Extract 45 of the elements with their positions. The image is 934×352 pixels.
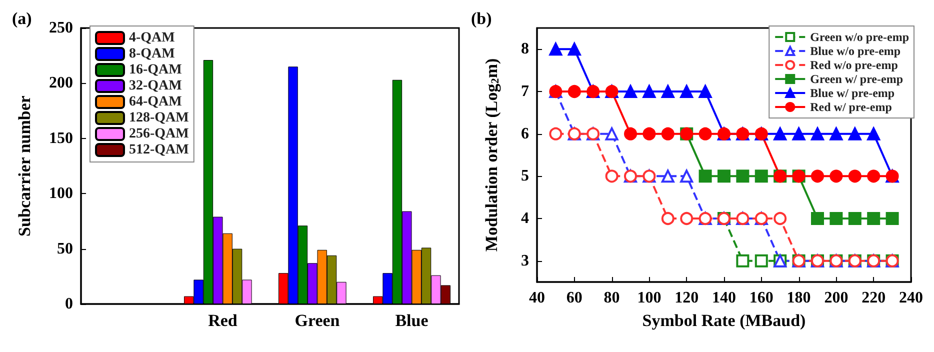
text: (a) (12, 9, 32, 28)
y-tick-label: 200 (49, 74, 73, 92)
legend-label: 8-QAM (129, 46, 175, 62)
x-tick-label: 160 (749, 290, 774, 306)
x-tick-label: 220 (862, 290, 886, 306)
x-tick-label: Blue (395, 311, 429, 330)
y-tick-label: 50 (57, 240, 73, 258)
legend-label: Red w/ pre-emp (810, 100, 892, 114)
legend-label: 256-QAM (129, 126, 189, 142)
y-axis-title: Subcarrier number (15, 95, 34, 236)
y-tick-label: 7 (521, 83, 529, 100)
legend-label: Blue w/ pre-emp (810, 86, 895, 100)
y-axis-title: Modulation order (Log2m) (482, 58, 502, 252)
x-tick-label: Red (208, 311, 238, 330)
x-tick-label: Green (294, 311, 340, 330)
y-tick-label: 4 (521, 210, 529, 227)
legend-label: 512-QAM (129, 142, 189, 158)
legend-label: 16-QAM (129, 62, 182, 78)
legend-label: 4-QAM (129, 30, 175, 46)
legend-label: Green w/ pre-emp (810, 72, 904, 86)
legend-label: 64-QAM (129, 94, 182, 110)
x-tick-label: 120 (674, 290, 699, 306)
legend-label: Red w/o pre-emp (810, 58, 898, 72)
y-tick-label: 3 (521, 252, 529, 270)
legend-label: Green w/o pre-emp (810, 30, 910, 44)
x-tick-label: 80 (604, 290, 620, 306)
x-tick-label: 60 (566, 290, 582, 306)
legend-label: 32-QAM (129, 78, 182, 94)
y-tick-label: 5 (521, 168, 529, 185)
x-tick-label: 200 (824, 290, 848, 306)
text: (b) (471, 9, 492, 28)
y-tick-label: 100 (49, 185, 73, 202)
x-tick-label: 240 (899, 290, 923, 306)
x-tick-label: 140 (712, 290, 736, 306)
legend-label: 128-QAM (129, 110, 189, 126)
x-tick-label: 100 (637, 290, 662, 306)
y-tick-label: 0 (65, 296, 73, 312)
legend-label: Blue w/o pre-emp (810, 44, 901, 58)
y-tick-label: 8 (521, 40, 529, 58)
y-tick-label: 6 (521, 125, 529, 142)
x-axis-title: Symbol Rate (MBaud) (642, 311, 806, 330)
x-tick-label: 40 (529, 290, 545, 306)
x-tick-label: 180 (786, 290, 811, 306)
y-tick-label: 150 (49, 130, 73, 147)
y-tick-label: 250 (49, 20, 73, 36)
